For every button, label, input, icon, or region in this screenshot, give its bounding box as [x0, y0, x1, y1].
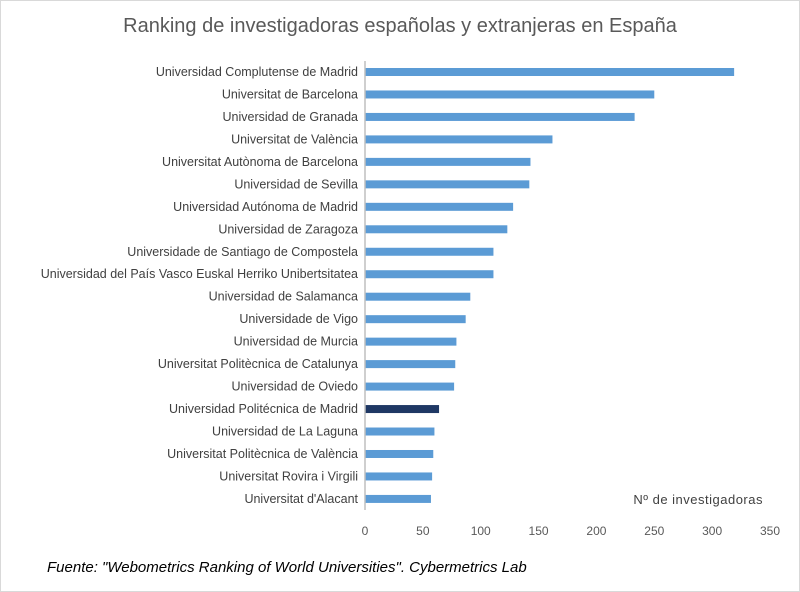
bar [365, 247, 494, 256]
bar [365, 112, 635, 121]
bar [365, 360, 456, 369]
category-label: Universidad de Oviedo [232, 380, 359, 394]
bar [365, 382, 455, 391]
bar [365, 494, 431, 503]
bar [365, 135, 553, 144]
category-label: Universidade de Vigo [239, 312, 358, 326]
bar [365, 292, 471, 301]
x-tick-label: 200 [586, 524, 606, 538]
bar [365, 68, 735, 76]
category-label: Universitat Rovira i Virgili [219, 469, 358, 483]
category-label: Universidad Complutense de Madrid [156, 65, 358, 79]
bar [365, 315, 466, 324]
bar [365, 157, 531, 166]
category-label: Universidad del País Vasco Euskal Herrik… [41, 267, 358, 281]
category-label: Universidad de La Laguna [212, 425, 358, 439]
category-label: Universitat d'Alacant [244, 492, 358, 506]
category-label: Universidad de Murcia [234, 335, 358, 349]
bar [365, 90, 655, 99]
bar [365, 337, 457, 346]
category-label: Universitat de València [231, 132, 358, 146]
x-tick-label: 300 [702, 524, 722, 538]
x-tick-label: 350 [760, 524, 780, 538]
x-axis-title: Nº de investigadoras [633, 492, 763, 507]
bar [365, 202, 514, 211]
bar [365, 180, 530, 189]
bar [365, 427, 435, 436]
category-label: Universidad de Zaragoza [218, 222, 358, 236]
chart-title: Ranking de investigadoras españolas y ex… [123, 15, 677, 37]
category-label: Universidad Politécnica de Madrid [169, 402, 358, 416]
category-label: Universidad Autónoma de Madrid [173, 200, 358, 214]
x-tick-label: 150 [529, 524, 549, 538]
bar [365, 225, 508, 234]
x-tick-label: 50 [416, 524, 430, 538]
x-tick-label: 0 [362, 524, 369, 538]
category-label: Universitat Autònoma de Barcelona [162, 155, 358, 169]
category-label: Universitat Politècnica de Catalunya [158, 357, 358, 371]
category-label: Universidad de Sevilla [234, 177, 358, 191]
bar [365, 449, 434, 458]
x-tick-label: 100 [471, 524, 491, 538]
bar [365, 472, 433, 481]
bar [365, 405, 440, 414]
category-label: Universidad de Salamanca [209, 290, 358, 304]
category-label: Universitat de Barcelona [222, 87, 358, 101]
category-label: Universidad de Granada [223, 110, 359, 124]
x-tick-label: 250 [644, 524, 664, 538]
category-label: Universitat Politècnica de València [167, 447, 358, 461]
bar [365, 270, 494, 279]
source-note: Fuente: "Webometrics Ranking of World Un… [47, 559, 527, 576]
category-label: Universidade de Santiago de Compostela [127, 245, 358, 259]
